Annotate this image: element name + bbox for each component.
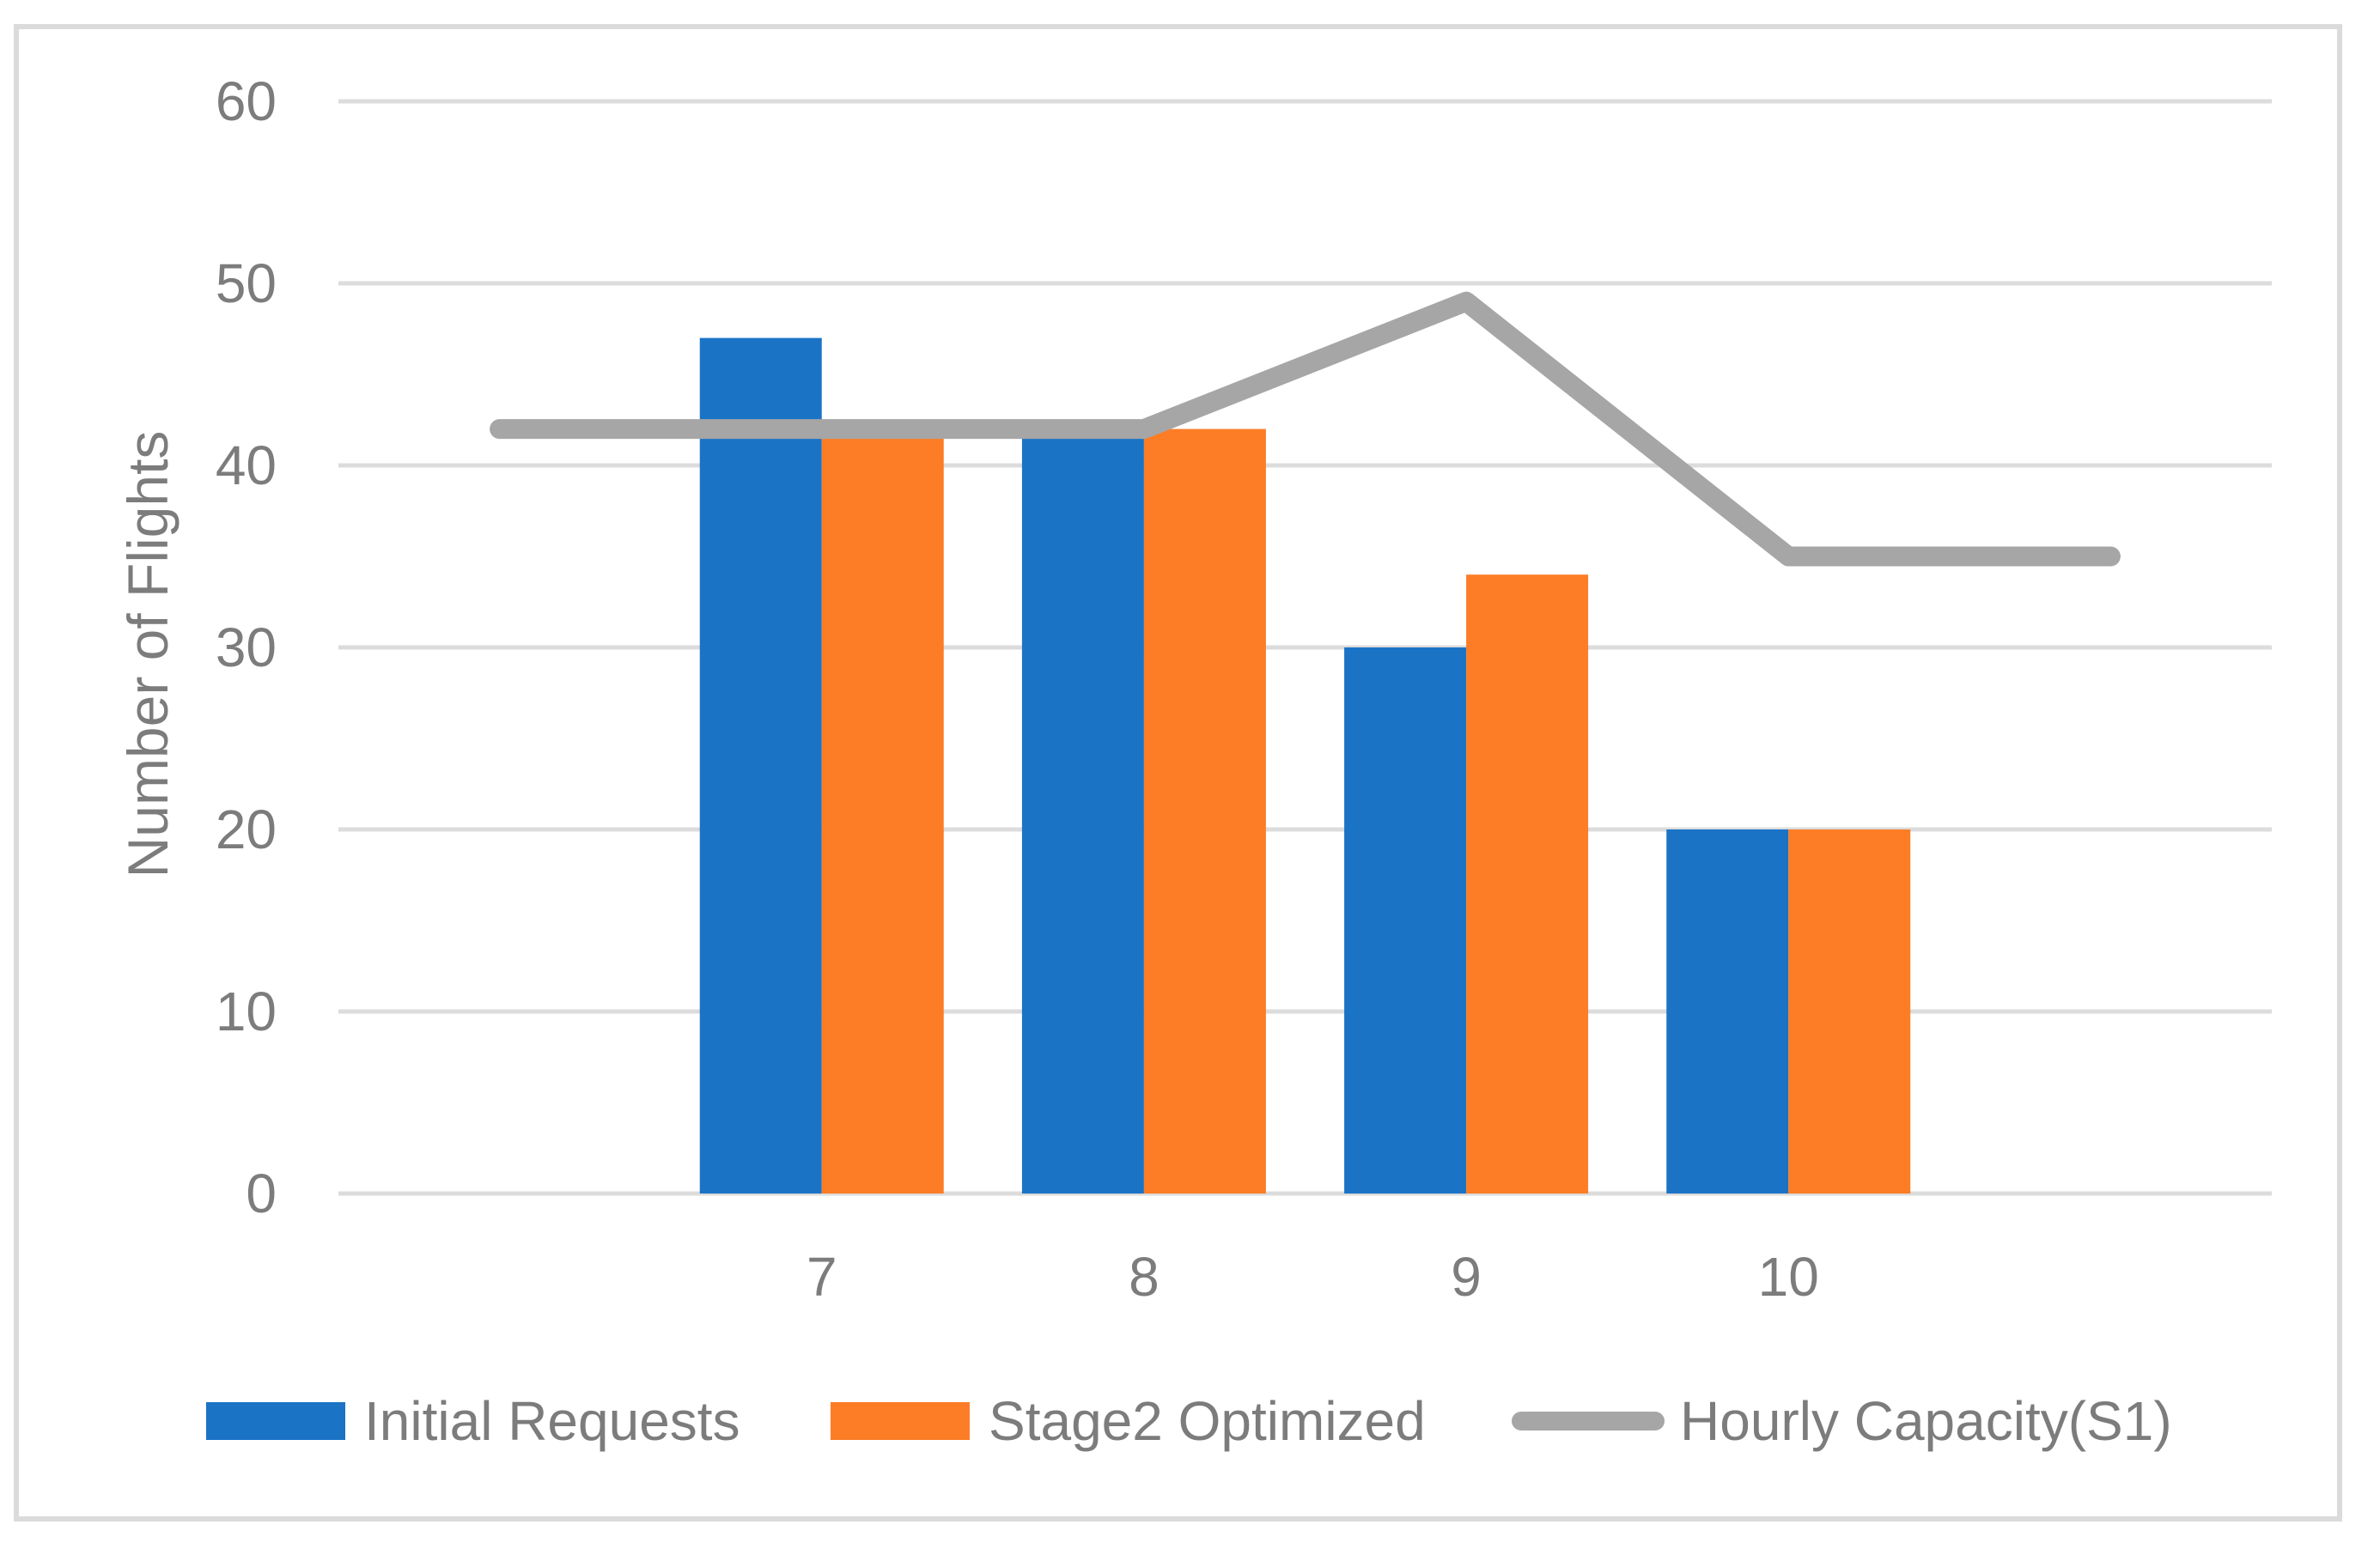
y-tick-label-60: 60 bbox=[215, 70, 277, 132]
y-tick-label-40: 40 bbox=[215, 434, 277, 496]
x-tick-label-8: 8 bbox=[1129, 1246, 1160, 1308]
x-tick-label-10: 10 bbox=[1757, 1246, 1819, 1308]
x-tick-label-9: 9 bbox=[1451, 1246, 1482, 1308]
y-tick-label-30: 30 bbox=[215, 617, 277, 678]
legend-swatch-initial-requests bbox=[206, 1402, 345, 1440]
bar-stage2-optimized-h9 bbox=[1466, 574, 1589, 1194]
bar-stage2-optimized-h7 bbox=[821, 428, 944, 1194]
legend-label-hourly-capacity: Hourly Capacity(S1) bbox=[1680, 1390, 2172, 1452]
y-tick-label-20: 20 bbox=[215, 799, 277, 860]
bar-initial-requests-h10 bbox=[1666, 829, 1789, 1194]
bar-initial-requests-h8 bbox=[1021, 428, 1144, 1194]
bar-stage2-optimized-h8 bbox=[1143, 428, 1266, 1194]
y-tick-label-50: 50 bbox=[215, 252, 277, 314]
legend-label-initial-requests: Initial Requests bbox=[364, 1390, 740, 1452]
hourly-capacity-line bbox=[490, 291, 2121, 567]
y-tick-label-0: 0 bbox=[246, 1163, 277, 1224]
legend-swatch-hourly-capacity-line bbox=[1512, 1412, 1665, 1430]
bar-initial-requests-h7 bbox=[699, 337, 822, 1194]
legend-swatch-stage2-optimized bbox=[831, 1402, 970, 1440]
bar-initial-requests-h9 bbox=[1344, 647, 1467, 1194]
legend-label-stage2-optimized: Stage2 Optimized bbox=[989, 1390, 1426, 1452]
x-tick-label-7: 7 bbox=[806, 1246, 837, 1308]
bar-stage2-optimized-h10 bbox=[1788, 829, 1911, 1194]
y-tick-label-10: 10 bbox=[215, 981, 277, 1042]
